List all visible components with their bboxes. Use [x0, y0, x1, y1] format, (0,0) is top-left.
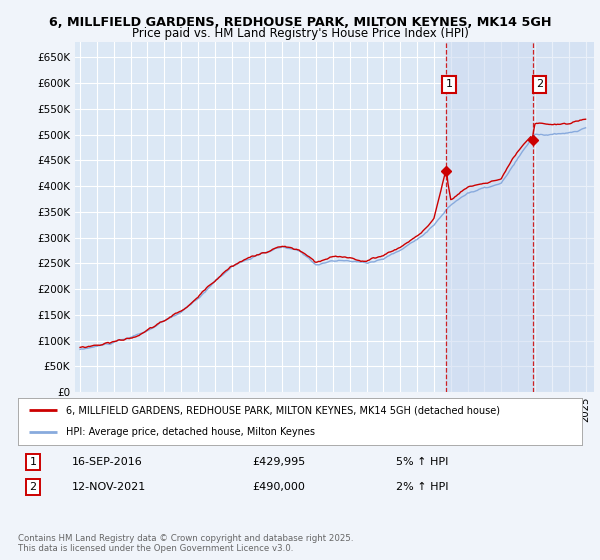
Text: 1: 1: [29, 457, 37, 467]
Bar: [533, 42, 594, 392]
Text: £429,995: £429,995: [252, 457, 305, 467]
Text: 12-NOV-2021: 12-NOV-2021: [72, 482, 146, 492]
Text: 2: 2: [536, 79, 543, 89]
Text: HPI: Average price, detached house, Milton Keynes: HPI: Average price, detached house, Milt…: [66, 427, 315, 437]
Text: 1: 1: [446, 79, 453, 89]
Text: 6, MILLFIELD GARDENS, REDHOUSE PARK, MILTON KEYNES, MK14 5GH (detached house): 6, MILLFIELD GARDENS, REDHOUSE PARK, MIL…: [66, 405, 500, 416]
Text: Price paid vs. HM Land Registry's House Price Index (HPI): Price paid vs. HM Land Registry's House …: [131, 27, 469, 40]
Text: 5% ↑ HPI: 5% ↑ HPI: [396, 457, 448, 467]
Text: Contains HM Land Registry data © Crown copyright and database right 2025.
This d: Contains HM Land Registry data © Crown c…: [18, 534, 353, 553]
Bar: [446, 42, 533, 392]
Text: 2: 2: [29, 482, 37, 492]
Text: 16-SEP-2016: 16-SEP-2016: [72, 457, 143, 467]
Text: 6, MILLFIELD GARDENS, REDHOUSE PARK, MILTON KEYNES, MK14 5GH: 6, MILLFIELD GARDENS, REDHOUSE PARK, MIL…: [49, 16, 551, 29]
Text: 2% ↑ HPI: 2% ↑ HPI: [396, 482, 449, 492]
Text: £490,000: £490,000: [252, 482, 305, 492]
